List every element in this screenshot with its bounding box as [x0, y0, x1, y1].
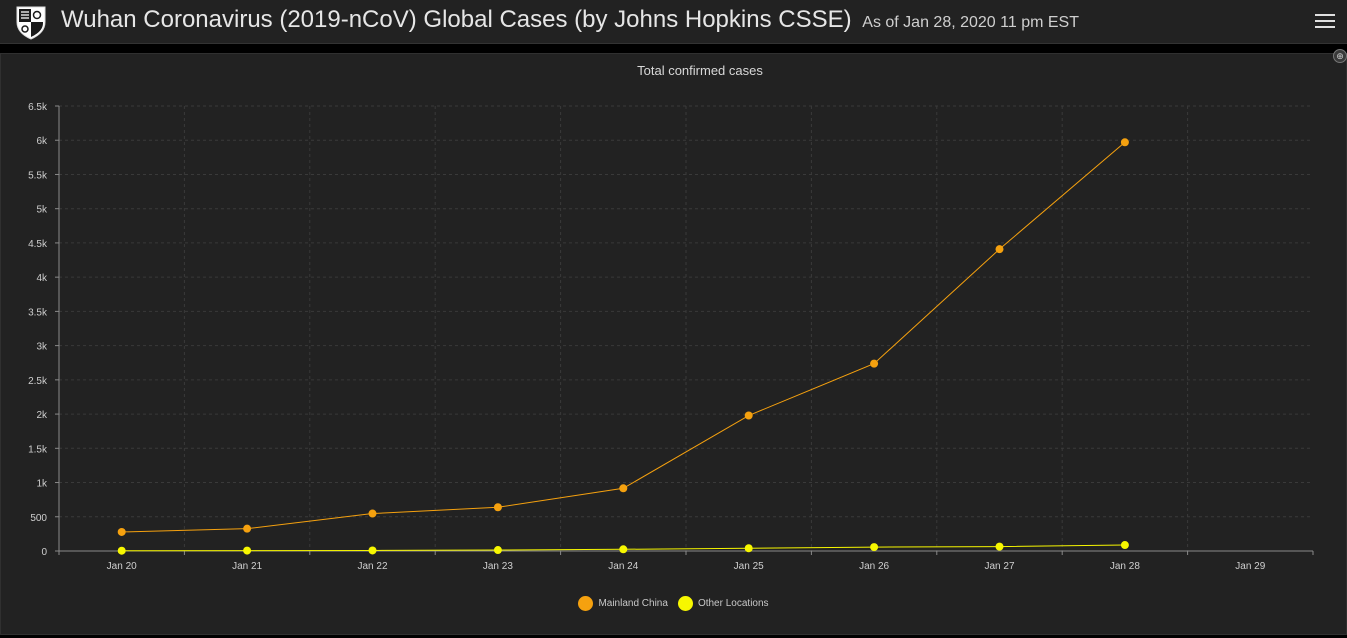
y-tick-label: 2k	[36, 410, 48, 421]
legend-item-mainland-china[interactable]: Mainland China	[578, 596, 668, 611]
x-tick-label: Jan 24	[608, 561, 638, 572]
data-point-other-locations	[493, 546, 502, 555]
data-point-mainland-china	[1120, 138, 1129, 147]
y-tick-label: 1k	[36, 479, 48, 490]
data-point-mainland-china	[493, 503, 502, 512]
data-point-other-locations	[117, 546, 126, 555]
chart-title: Total confirmed cases	[637, 63, 763, 78]
y-tick-label: 5k	[36, 205, 48, 216]
x-tick-label: Jan 20	[107, 561, 137, 572]
legend-label: Mainland China	[598, 598, 668, 609]
data-point-mainland-china	[744, 411, 753, 420]
y-tick-label: 6.5k	[28, 102, 48, 113]
y-tick-label: 4k	[36, 273, 48, 284]
chart-panel	[0, 53, 1347, 635]
page-title-text: Wuhan Coronavirus (2019-nCoV) Global Cas…	[61, 6, 852, 33]
data-point-mainland-china	[619, 484, 628, 493]
data-point-other-locations	[619, 545, 628, 554]
chart-legend: Mainland China Other Locations	[0, 596, 1347, 611]
x-tick-label: Jan 25	[734, 561, 764, 572]
data-point-other-locations	[243, 546, 252, 555]
y-tick-label: 500	[30, 513, 47, 524]
data-point-mainland-china	[243, 524, 252, 533]
page-title: Wuhan Coronavirus (2019-nCoV) Global Cas…	[61, 6, 1079, 34]
data-point-other-locations	[368, 546, 377, 555]
data-point-mainland-china	[368, 509, 377, 518]
y-tick-label: 3.5k	[28, 307, 48, 318]
y-tick-label: 3k	[36, 342, 48, 353]
legend-label: Other Locations	[697, 598, 769, 609]
series-line-mainland-china	[121, 141, 1126, 533]
data-point-other-locations	[1120, 541, 1129, 550]
y-tick-label: 1.5k	[28, 444, 48, 455]
x-tick-label: Jan 28	[1110, 561, 1140, 572]
x-tick-label: Jan 21	[232, 561, 262, 572]
legend-marker-icon	[677, 596, 693, 611]
y-tick-label: 6k	[36, 136, 48, 147]
y-tick-label: 5.5k	[28, 170, 48, 181]
y-tick-label: 4.5k	[28, 239, 48, 250]
x-tick-label: Jan 22	[357, 561, 387, 572]
y-tick-label: 2.5k	[28, 376, 48, 387]
x-tick-label: Jan 26	[859, 561, 889, 572]
x-tick-label: Jan 27	[984, 561, 1014, 572]
legend-item-other-locations[interactable]: Other Locations	[677, 596, 769, 611]
y-tick-label: 0	[41, 547, 47, 558]
app-header: Wuhan Coronavirus (2019-nCoV) Global Cas…	[0, 0, 1347, 44]
as-of-timestamp: As of Jan 28, 2020 11 pm EST	[862, 14, 1079, 31]
legend-marker-icon	[578, 596, 594, 611]
data-point-other-locations	[744, 544, 753, 553]
data-point-mainland-china	[995, 245, 1004, 254]
data-point-other-locations	[870, 543, 879, 552]
data-point-mainland-china	[870, 359, 879, 368]
shield-logo-icon	[16, 6, 46, 40]
data-point-mainland-china	[117, 527, 126, 536]
hamburger-menu-icon[interactable]	[1313, 10, 1337, 34]
x-tick-label: Jan 29	[1235, 561, 1265, 572]
x-tick-label: Jan 23	[483, 561, 513, 572]
data-point-other-locations	[995, 542, 1004, 551]
line-chart: Total confirmed cases 0 500 1k 1.5k 2k 2.5k 3k 3…	[28, 63, 1314, 572]
